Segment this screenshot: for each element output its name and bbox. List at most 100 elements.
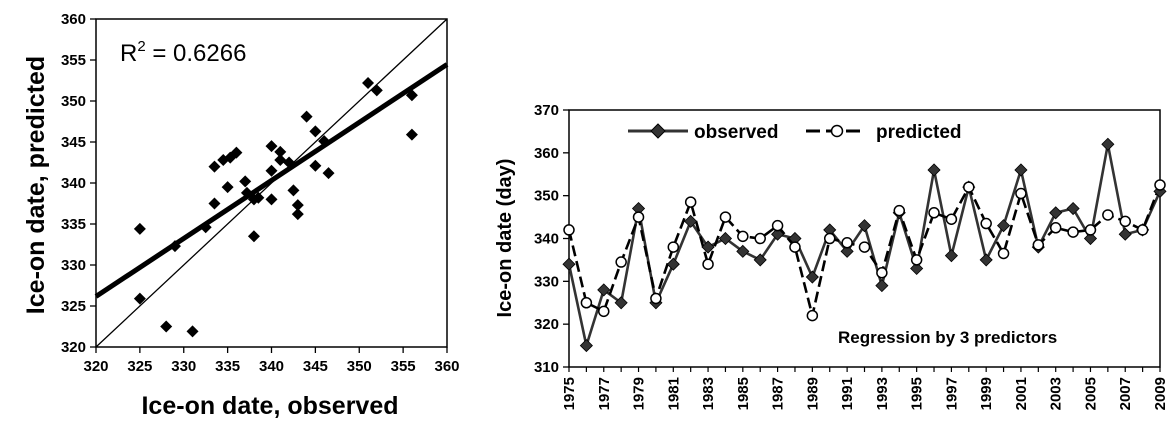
scatter-y-tick-label: 340	[61, 175, 86, 192]
scatter-point	[300, 110, 313, 123]
observed-point	[979, 253, 993, 267]
line-x-tick-label: 1997	[943, 377, 960, 410]
scatter-point	[168, 240, 181, 253]
scatter-point	[274, 154, 287, 167]
scatter-point	[287, 184, 300, 197]
scatter-point	[240, 186, 253, 199]
predicted-point	[632, 211, 645, 223]
scatter-y-tick-label: 355	[61, 52, 86, 69]
observed-point	[840, 244, 854, 258]
legend-observed-label: observed	[694, 122, 778, 143]
observed-point	[857, 219, 872, 233]
scatter-y-ticks: 320 325 330 335 340 345 350 355 360	[61, 11, 96, 356]
scatter-x-tick-label: 325	[127, 358, 152, 375]
observed-point	[927, 163, 941, 177]
scatter-points	[133, 76, 418, 338]
predicted-point	[1119, 215, 1131, 228]
line-x-tick-label: 1977	[596, 377, 613, 410]
legend: observed predicted	[628, 122, 962, 143]
predicted-point	[580, 297, 593, 309]
scatter-point	[239, 175, 252, 188]
scatter-point	[370, 84, 383, 97]
observed-point	[1118, 227, 1132, 241]
predicted-point	[771, 219, 784, 232]
line-x-tick-label: 1979	[631, 377, 648, 410]
line-chart-annotation: Regression by 3 predictors	[838, 328, 1057, 347]
scatter-point	[318, 135, 331, 148]
scatter-point	[322, 167, 335, 180]
line-y-tick-label: 330	[534, 273, 559, 290]
predicted-point	[910, 254, 923, 266]
scatter-point	[160, 320, 173, 333]
predicted-point	[789, 241, 801, 253]
scatter-x-tick-label: 340	[259, 358, 284, 375]
regression-line	[94, 62, 449, 299]
scatter-point	[283, 156, 296, 169]
observed-point	[614, 296, 628, 310]
scatter-point	[265, 140, 278, 153]
observed-point	[1066, 201, 1080, 216]
scatter-point	[133, 292, 146, 305]
observed-point	[910, 261, 924, 276]
observed-point	[1049, 206, 1063, 220]
observed-point	[666, 257, 680, 271]
line-y-tick-label: 370	[534, 102, 559, 119]
scatter-y-tick-label: 320	[61, 339, 86, 356]
line-x-tick-label: 1983	[700, 377, 717, 410]
scatter-point	[208, 197, 221, 210]
observed-point	[579, 339, 593, 353]
predicted-point	[1067, 226, 1079, 238]
line-x-tick-label: 1991	[839, 377, 856, 410]
observed-point	[1153, 184, 1167, 198]
legend-predicted-label: predicted	[876, 122, 962, 143]
scatter-x-tick-label: 345	[303, 358, 328, 375]
line-x-ticks: 1975 1977 1979 1981 1983 1985 1987 1989 1991 1993…	[561, 367, 1169, 410]
observed-point	[684, 214, 698, 228]
scatter-x-tick-label: 350	[347, 358, 372, 375]
observed-point	[944, 249, 958, 263]
scatter-point	[230, 146, 243, 159]
scatter-y-axis-label: Ice-on date, predicted	[22, 56, 50, 314]
scatter-point	[186, 325, 199, 338]
scatter-point	[247, 193, 260, 206]
scatter-x-tick-label: 360	[434, 358, 459, 375]
scatter-point	[265, 164, 278, 177]
line-y-tick-label: 360	[534, 145, 559, 162]
scatter-x-axis-label: Ice-on date, observed	[141, 392, 398, 420]
scatter-point	[274, 145, 287, 158]
predicted-point	[702, 258, 714, 270]
line-x-tick-label: 1987	[770, 377, 787, 410]
line-y-tick-label: 350	[534, 188, 559, 205]
scatter-y-tick-label: 335	[61, 216, 86, 233]
observed-point	[1101, 137, 1115, 151]
predicted-point	[684, 196, 697, 208]
predicted-point	[650, 292, 662, 305]
legend-observed: observed	[628, 122, 778, 143]
predicted-point	[841, 237, 853, 249]
line-x-tick-label: 1999	[978, 377, 995, 410]
line-y-ticks: 310 320 330 340 350 360 370	[534, 102, 569, 376]
observed-point	[718, 231, 733, 246]
predicted-point	[1049, 222, 1062, 234]
predicted-point	[963, 181, 975, 193]
scatter-point	[208, 160, 221, 173]
predicted-point	[754, 232, 766, 245]
line-y-axis-label: Ice-on date (day)	[494, 159, 516, 318]
scatter-point	[265, 193, 278, 206]
predicted-point	[737, 230, 749, 243]
predicted-point	[806, 309, 819, 322]
scatter-point	[309, 159, 322, 172]
line-x-tick-label: 1981	[665, 377, 682, 410]
scatter-point	[252, 191, 265, 204]
scatter-point	[362, 76, 375, 89]
scatter-point	[133, 222, 146, 235]
scatter-point	[405, 128, 418, 141]
line-x-tick-label: 2007	[1117, 377, 1134, 410]
scatter-x-ticks: 320 325 330 335 340 345 350 355 360	[83, 347, 460, 375]
scatter-y-tick-label: 350	[61, 93, 86, 110]
observed-point	[753, 253, 767, 267]
predicted-point	[719, 211, 732, 223]
scatter-point	[199, 221, 212, 234]
predicted-point	[1084, 224, 1097, 236]
